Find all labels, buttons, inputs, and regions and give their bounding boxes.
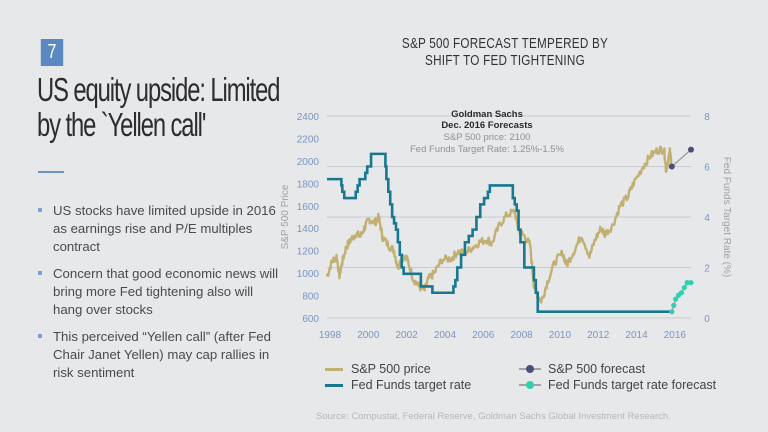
annotation-line-4: Fed Funds Target Rate: 1.25%-1.5% [410, 144, 565, 155]
left-axis-tick-label: 1000 [297, 269, 320, 280]
legend-sp500-forecast-swatch [519, 365, 541, 373]
chart-title-line-1: S&P 500 FORECAST TEMPERED BY [401, 35, 609, 52]
chart-title-line-2: SHIFT TO FED TIGHTENING [425, 52, 585, 69]
x-axis-tick-label: 2002 [396, 330, 419, 341]
x-axis-tick-label: 2012 [587, 330, 610, 341]
annotation-line-1: Goldman Sachs [451, 109, 523, 120]
x-axis-tick-label: 1998 [319, 330, 342, 341]
left-axis-tick-label: 600 [302, 314, 319, 325]
legend-fed-swatch [325, 383, 343, 387]
annotation-line-3: S&P 500 price: 2100 [444, 132, 531, 143]
bullet-item: This perceived “Yellen call” (after Fed … [32, 328, 282, 382]
series-group [325, 145, 694, 315]
annotation-line-2: Dec. 2016 Forecasts [441, 120, 532, 131]
right-axis-ticks: 8 6 4 2 0 [704, 112, 710, 325]
bullet-text: US stocks have limited upside in 2016 as… [53, 203, 276, 254]
bullet-list: US stocks have limited upside in 2016 as… [32, 202, 282, 391]
title-divider [38, 171, 64, 173]
forecast-annotation: Goldman Sachs Dec. 2016 Forecasts S&P 50… [410, 109, 565, 155]
left-axis-tick-label: 2200 [297, 134, 320, 145]
bullet-item: US stocks have limited upside in 2016 as… [32, 202, 282, 256]
fed-forecast-point [673, 296, 679, 302]
bullet-icon [38, 208, 42, 212]
left-axis-label: S&P 500 Price [280, 184, 291, 249]
x-axis-tick-label: 2000 [357, 330, 380, 341]
right-axis-tick-label: 0 [704, 314, 710, 325]
legend-fed-forecast: Fed Funds target rate forecast [519, 378, 716, 392]
x-axis-tick-label: 2004 [434, 330, 457, 341]
x-axis-ticks: 1998 2000 2002 2004 2006 2008 2010 2012 2014 2016 [319, 330, 687, 341]
bullet-icon [38, 271, 42, 275]
bullet-text: This perceived “Yellen call” (after Fed … [53, 329, 271, 380]
right-axis-tick-label: 6 [704, 163, 710, 174]
left-axis-tick-label: 2400 [297, 112, 320, 123]
legend-sp500-forecast: S&P 500 forecast [519, 362, 645, 376]
sp500-forecast-point [688, 146, 694, 153]
legend-fed-forecast-label: Fed Funds target rate forecast [548, 378, 717, 392]
x-axis-tick-label: 2016 [664, 330, 687, 341]
legend-fed: Fed Funds target rate [325, 378, 471, 392]
sp500-forecast-line [671, 149, 692, 167]
fed-forecast-point [671, 302, 677, 308]
chart-title: S&P 500 FORECAST TEMPERED BY SHIFT TO FE… [360, 35, 650, 69]
right-axis-tick-label: 4 [704, 213, 710, 224]
x-axis-tick-label: 2006 [472, 330, 495, 341]
bullet-text: Concern that good economic news will bri… [53, 266, 279, 317]
fed-funds-rate-line [327, 152, 672, 313]
fed-forecast-point [681, 285, 687, 291]
sp500-price-line [325, 145, 673, 304]
right-axis-tick-label: 2 [704, 264, 710, 275]
bullet-item: Concern that good economic news will bri… [32, 265, 282, 319]
left-axis-tick-label: 800 [302, 292, 319, 303]
legend-sp500-label: S&P 500 price [351, 362, 431, 376]
left-axis-ticks: 2400 2200 2000 1800 1600 1400 1200 1000 800 600 [297, 112, 320, 325]
left-axis-tick-label: 1400 [297, 224, 320, 235]
fed-forecast-point [684, 280, 690, 286]
source-note: Source: Compustat, Federal Reserve, Gold… [316, 411, 671, 422]
x-axis-tick-label: 2008 [510, 330, 533, 341]
left-axis-tick-label: 1800 [297, 179, 320, 190]
legend-fed-label: Fed Funds target rate [351, 378, 472, 392]
legend-sp500-swatch [325, 367, 343, 371]
left-axis-tick-label: 2000 [297, 157, 320, 168]
left-axis-tick-label: 1200 [297, 247, 320, 258]
right-axis-tick-label: 8 [704, 112, 710, 123]
right-axis-label: Fed Funds Target Rate (%) [721, 157, 732, 277]
fed-forecast-point [669, 309, 675, 315]
slide-title: US equity upside: Limited by the `Yellen… [37, 71, 281, 143]
legend-sp500: S&P 500 price [325, 362, 431, 376]
x-axis-tick-label: 2014 [625, 330, 648, 341]
legend-sp500-forecast-label: S&P 500 forecast [548, 362, 646, 376]
bullet-icon [38, 334, 42, 338]
fed-forecast-point [688, 280, 694, 286]
sp500-forecast-point [668, 163, 675, 170]
left-axis-tick-label: 1600 [297, 202, 320, 213]
slide-number-badge: 7 [40, 39, 64, 66]
fed-forecast-point [678, 290, 685, 296]
legend-fed-forecast-swatch [519, 381, 541, 389]
x-axis-tick-label: 2010 [549, 330, 572, 341]
